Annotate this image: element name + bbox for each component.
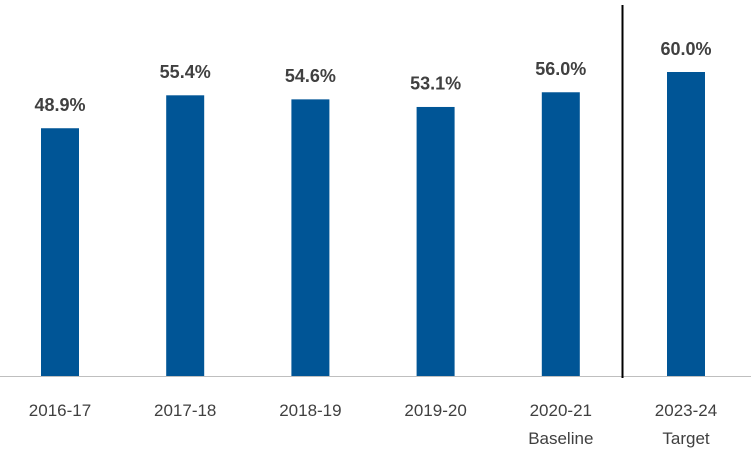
value-label: 54.6% bbox=[285, 66, 336, 86]
x-tick-label: 2019-20 bbox=[404, 401, 466, 420]
x-tick-label-line: Target bbox=[662, 429, 710, 448]
value-label: 48.9% bbox=[34, 95, 85, 115]
value-label: 60.0% bbox=[660, 39, 711, 59]
x-tick-label: 2018-19 bbox=[279, 401, 341, 420]
x-tick-label-line: 2018-19 bbox=[279, 401, 341, 420]
bar bbox=[416, 106, 455, 377]
x-tick-label-line: 2020-21 bbox=[530, 401, 592, 420]
x-tick-label-line: 2017-18 bbox=[154, 401, 216, 420]
bar bbox=[667, 72, 705, 376]
value-label: 56.0% bbox=[535, 59, 586, 79]
x-tick-label-line: Baseline bbox=[528, 429, 593, 448]
x-tick-label-line: 2023-24 bbox=[655, 401, 717, 420]
x-tick-label: 2016-17 bbox=[29, 401, 91, 420]
bar bbox=[166, 95, 205, 376]
x-tick-label: 2020-21 Baseline bbox=[528, 401, 593, 448]
bar bbox=[41, 128, 79, 376]
x-tick-label: 2023-24 Target bbox=[655, 401, 717, 448]
bar bbox=[291, 99, 330, 377]
value-label: 55.4% bbox=[160, 62, 211, 82]
value-label: 53.1% bbox=[410, 74, 461, 94]
x-tick-label-line: 2016-17 bbox=[29, 401, 91, 420]
x-tick-label-line: 2019-20 bbox=[404, 401, 466, 420]
bar bbox=[541, 92, 580, 377]
x-tick-label: 2017-18 bbox=[154, 401, 216, 420]
